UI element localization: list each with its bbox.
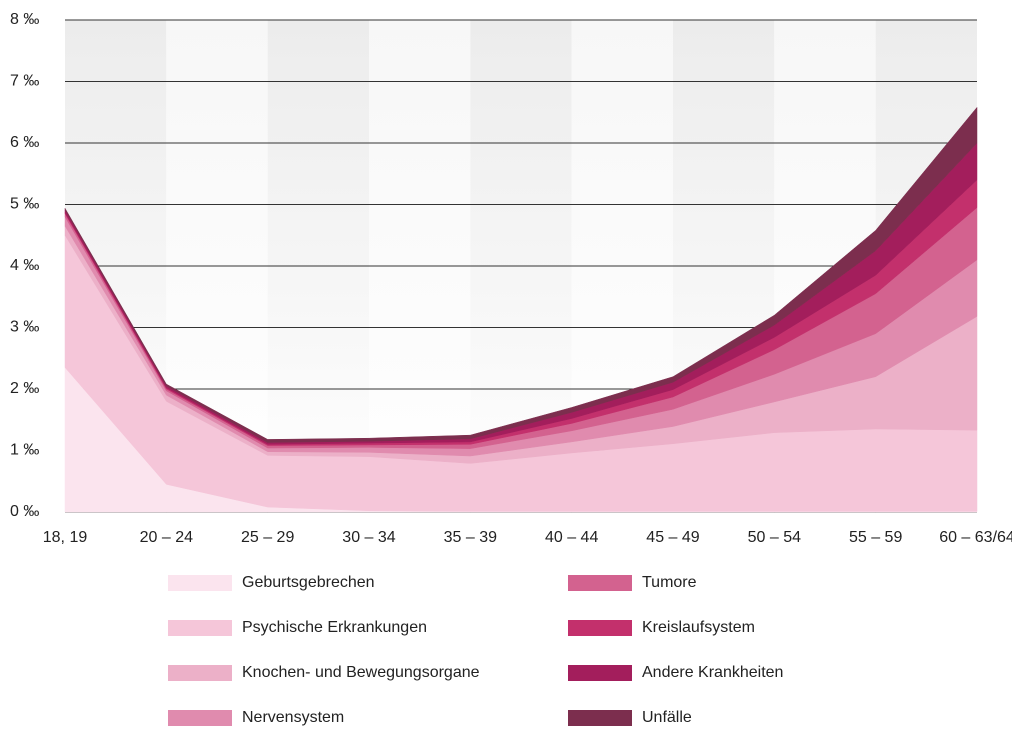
legend-label: Geburtsgebrechen <box>242 574 375 591</box>
legend-label: Tumore <box>642 574 697 591</box>
legend-label: Andere Krankheiten <box>642 664 783 681</box>
x-tick-label: 20 – 24 <box>140 529 193 546</box>
y-tick-label: 4 ‰ <box>10 257 39 274</box>
legend-label: Nervensystem <box>242 709 344 726</box>
legend-swatch <box>168 665 232 681</box>
legend-swatch <box>168 575 232 591</box>
legend-swatch <box>568 620 632 636</box>
legend-swatch <box>568 575 632 591</box>
legend-swatch <box>568 710 632 726</box>
y-tick-label: 2 ‰ <box>10 380 39 397</box>
legend-label: Psychische Erkrankungen <box>242 619 427 636</box>
legend-swatch <box>568 665 632 681</box>
x-tick-label: 50 – 54 <box>748 529 801 546</box>
legend-label: Kreislaufsystem <box>642 619 755 636</box>
y-tick-label: 7 ‰ <box>10 73 39 90</box>
area <box>64 106 978 443</box>
x-tick-label: 55 – 59 <box>849 529 902 546</box>
y-tick-label: 5 ‰ <box>10 196 39 213</box>
x-tick-label: 40 – 44 <box>545 529 598 546</box>
legend-label: Unfälle <box>642 709 692 726</box>
x-tick-label: 30 – 34 <box>342 529 395 546</box>
x-tick-label: 60 – 63/64 <box>939 529 1012 546</box>
x-tick-label: 45 – 49 <box>646 529 699 546</box>
legend-swatch <box>168 710 232 726</box>
y-tick-label: 0 ‰ <box>10 503 39 520</box>
x-tick-label: 18, 19 <box>43 529 88 546</box>
y-tick-label: 1 ‰ <box>10 442 39 459</box>
y-tick-label: 3 ‰ <box>10 319 39 336</box>
x-tick-label: 35 – 39 <box>444 529 497 546</box>
x-tick-label: 25 – 29 <box>241 529 294 546</box>
legend-swatch <box>168 620 232 636</box>
y-tick-label: 8 ‰ <box>10 11 39 28</box>
y-tick-label: 6 ‰ <box>10 134 39 151</box>
legend-label: Knochen- und Bewegungsorgane <box>242 664 480 681</box>
